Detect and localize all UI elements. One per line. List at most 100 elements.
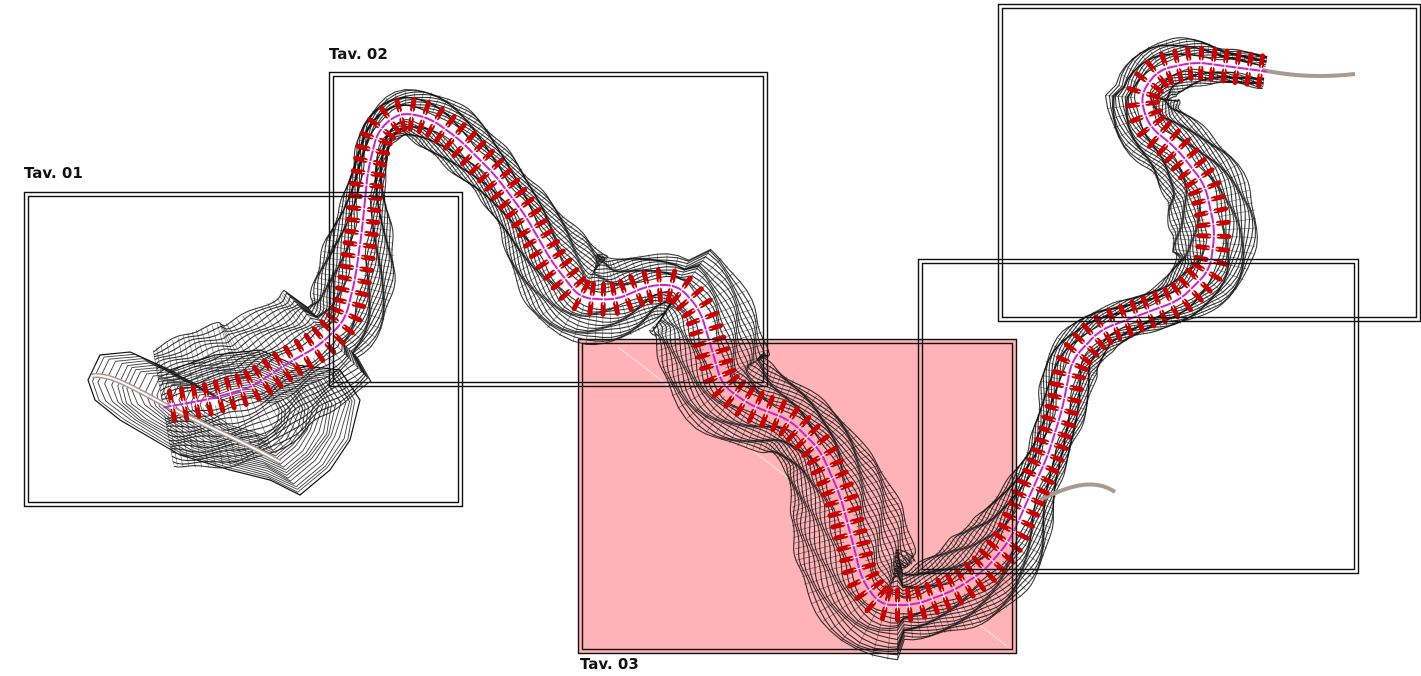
section-mark	[1136, 126, 1150, 138]
contour-hatch	[1033, 506, 1053, 516]
section-mark	[1215, 219, 1231, 226]
contour-hatch	[419, 91, 425, 108]
contour-hatch	[554, 233, 582, 251]
section-mark	[1172, 48, 1180, 64]
section-mark	[178, 386, 186, 402]
section-mark	[1125, 322, 1134, 337]
section-mark	[332, 296, 347, 305]
section-mark	[339, 263, 355, 270]
section-mark	[836, 544, 852, 552]
contour-hatch	[1070, 405, 1087, 410]
section-tick	[794, 423, 804, 434]
contour-hatch	[667, 372, 711, 387]
section-mark	[1215, 246, 1231, 253]
contour-hatch	[983, 510, 1010, 523]
section-mark	[806, 455, 821, 466]
sheet-label-tav-02[interactable]: Tav. 02	[329, 45, 388, 63]
section-tick	[1206, 247, 1219, 250]
section-tick	[623, 289, 629, 302]
section-mark	[390, 121, 402, 135]
section-mark	[646, 289, 654, 304]
section-tick	[514, 204, 525, 212]
contour-hatch	[817, 415, 839, 437]
contour-hatch	[1216, 268, 1244, 281]
contour-hatch	[376, 168, 385, 171]
section-mark	[870, 579, 885, 590]
contour-hatch	[475, 180, 489, 193]
section-mark	[945, 573, 955, 588]
section-tick	[386, 114, 395, 126]
section-mark	[855, 539, 871, 547]
contour-hatch	[368, 239, 393, 244]
contour-line	[144, 372, 324, 468]
contour-line	[169, 75, 1264, 641]
contour-hatch	[970, 521, 999, 543]
section-tick	[1055, 407, 1068, 412]
contour-hatch	[1217, 196, 1252, 205]
section-mark	[699, 363, 714, 372]
section-mark	[394, 97, 402, 113]
contour-hatch	[1243, 52, 1246, 61]
section-tick	[567, 284, 578, 293]
section-mark	[1145, 91, 1161, 100]
contour-hatch	[1040, 387, 1058, 392]
section-tick	[1152, 68, 1161, 79]
section-mark	[628, 274, 638, 289]
section-tick	[1201, 268, 1213, 275]
contour-hatch	[547, 298, 572, 329]
contour-hatch	[458, 162, 473, 177]
contour-hatch	[1216, 73, 1219, 83]
section-mark	[816, 477, 831, 487]
contour-hatch	[1164, 279, 1174, 294]
contour-hatch	[320, 256, 350, 262]
contour-hatch	[891, 550, 897, 598]
contour-hatch	[382, 146, 390, 149]
section-mark	[1169, 128, 1182, 141]
contour-hatch	[1038, 409, 1053, 414]
section-mark	[641, 269, 649, 285]
section-tick	[1223, 60, 1227, 72]
section-mark	[362, 242, 378, 250]
section-mark	[1113, 326, 1123, 342]
section-mark	[1195, 244, 1211, 251]
sheet-label-tav-03[interactable]: Tav. 03	[580, 655, 639, 673]
contour-hatch	[1172, 248, 1205, 254]
contour-hatch	[441, 146, 455, 163]
contour-hatch	[722, 343, 766, 357]
section-mark	[785, 429, 798, 442]
section-mark	[1171, 160, 1184, 172]
contour-hatch	[242, 315, 274, 364]
contour-hatch	[791, 508, 836, 521]
contour-hatch	[1052, 344, 1069, 355]
contour-hatch	[390, 129, 399, 138]
section-tick	[1186, 284, 1196, 294]
section-mark	[372, 160, 388, 168]
contour-hatch	[358, 298, 389, 307]
section-tick	[884, 598, 889, 611]
contour-hatch	[494, 207, 511, 220]
contour-hatch	[1228, 74, 1231, 83]
section-mark	[223, 376, 232, 391]
contour-hatch	[522, 187, 538, 199]
section-mark	[827, 510, 843, 519]
contour-hatch	[903, 612, 905, 639]
contour-hatch	[342, 200, 357, 203]
contour-hatch	[1142, 144, 1160, 165]
section-mark	[811, 466, 826, 476]
section-mark	[682, 308, 696, 319]
sheet-label-tav-01[interactable]: Tav. 01	[24, 164, 83, 182]
contour-hatch	[225, 323, 259, 374]
contour-hatch	[745, 416, 759, 449]
contour-hatch	[370, 227, 392, 231]
section-mark	[1053, 442, 1069, 451]
section-tick	[1037, 462, 1049, 469]
section-tick	[831, 486, 844, 493]
section-mark	[342, 240, 358, 247]
section-tick	[1199, 185, 1211, 192]
section-mark	[534, 218, 548, 229]
contour-hatch	[355, 310, 385, 320]
section-mark	[523, 238, 537, 249]
contour-hatch	[945, 543, 966, 574]
section-mark	[283, 344, 294, 359]
contour-hatch	[548, 225, 574, 241]
